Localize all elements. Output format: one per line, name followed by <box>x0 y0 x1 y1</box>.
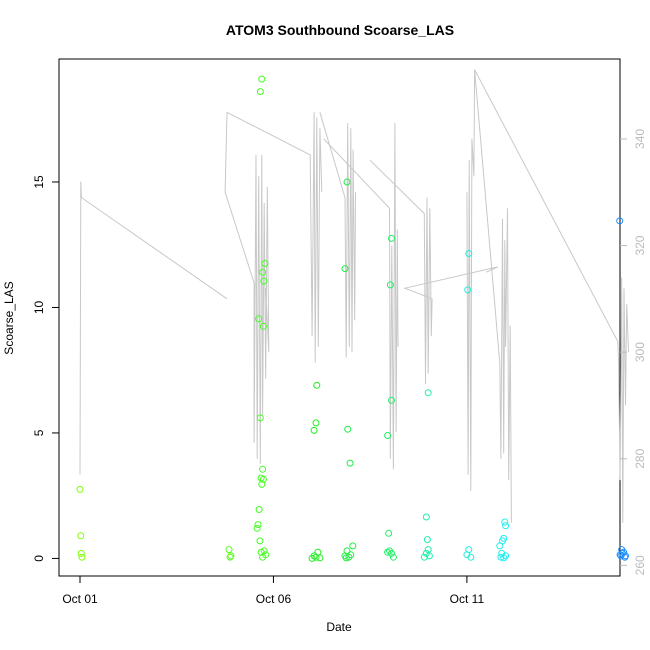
data-point-5-2 <box>386 281 394 289</box>
data-point-0-1 <box>77 532 85 540</box>
data-point-2-14 <box>258 480 266 488</box>
y2-tick-label-4: 340 <box>633 129 647 149</box>
line-segment-0-0 <box>79 181 228 475</box>
data-point-4-3 <box>346 459 354 467</box>
line-segment-0-6 <box>466 69 512 523</box>
data-point-0-2 <box>77 549 85 557</box>
data-point-6-5 <box>424 546 432 554</box>
data-point-6-2 <box>423 536 431 544</box>
data-point-2-16 <box>260 547 268 555</box>
data-point-4-5 <box>343 547 351 555</box>
data-point-2-5 <box>261 260 269 267</box>
line-segment-0-7 <box>474 69 630 523</box>
data-point-2-19 <box>262 551 270 559</box>
data-point-0-0 <box>76 485 84 493</box>
data-point-2-2 <box>258 75 266 83</box>
data-point-5-3 <box>388 234 395 242</box>
data-point-8-4 <box>501 518 509 526</box>
data-point-8-6 <box>497 553 505 561</box>
line-segment-0-3 <box>319 112 356 358</box>
data-point-5-5 <box>384 548 392 556</box>
line-series-group <box>79 69 630 523</box>
data-point-2-6 <box>259 322 267 330</box>
y2-axis: 260 280 300 320 340 <box>620 129 647 575</box>
x-axis-label: Date <box>326 620 352 634</box>
data-point-2-7 <box>256 414 264 422</box>
data-point-5-4 <box>385 529 393 537</box>
data-point-2-9 <box>254 521 262 529</box>
data-point-6-0 <box>422 513 430 521</box>
data-point-8-3 <box>502 522 510 530</box>
data-point-2-13 <box>259 465 267 473</box>
data-point-3-6 <box>316 554 324 562</box>
y-tick-label-0: 0 <box>32 555 46 562</box>
data-point-4-1 <box>343 178 351 186</box>
data-point-8-5 <box>499 537 506 545</box>
data-point-6-3 <box>420 553 428 561</box>
data-point-8-8 <box>500 554 508 562</box>
line-segment-0-4 <box>323 122 399 470</box>
plot-area <box>58 58 621 577</box>
data-point-2-11 <box>256 537 264 545</box>
data-point-5-1 <box>388 396 395 404</box>
x-tick-label-1: Oct 06 <box>256 592 292 606</box>
data-point-7-0 <box>465 250 473 257</box>
data-point-1-1 <box>226 553 234 561</box>
data-point-2-15 <box>259 475 267 483</box>
data-point-3-2 <box>313 381 321 389</box>
y-axis: 0 5 10 15 <box>32 175 59 562</box>
data-point-4-7 <box>347 551 355 559</box>
data-point-7-1 <box>464 286 472 294</box>
data-point-5-0 <box>384 432 392 439</box>
data-point-3-1 <box>312 419 320 427</box>
data-point-2-1 <box>256 88 264 96</box>
x-tick-label-2: Oct 11 <box>450 592 485 606</box>
line-segment-0-2 <box>226 111 323 363</box>
data-point-7-3 <box>465 546 473 554</box>
y2-tick-label-1: 280 <box>633 448 647 468</box>
data-point-6-6 <box>425 552 433 560</box>
y-tick-label-3: 15 <box>32 175 46 189</box>
data-point-9-7 <box>616 551 624 559</box>
data-point-1-0 <box>225 546 233 554</box>
data-point-7-4 <box>467 553 475 561</box>
data-point-4-8 <box>349 542 357 550</box>
data-point-4-9 <box>342 554 350 562</box>
y2-tick-label-0: 260 <box>633 555 647 575</box>
data-point-0-3 <box>78 553 86 561</box>
data-point-6-1 <box>424 389 432 397</box>
y-axis-label: Scoarse_LAS <box>2 281 16 354</box>
data-point-3-7 <box>308 554 316 562</box>
y2-tick-label-2: 300 <box>633 342 647 362</box>
line-segment-0-1 <box>224 112 270 465</box>
data-point-8-7 <box>502 552 510 560</box>
y-tick-label-2: 10 <box>32 300 46 314</box>
point-series-group <box>76 75 629 562</box>
data-point-3-0 <box>310 426 318 434</box>
y2-tick-label-3: 320 <box>633 235 647 255</box>
data-point-4-0 <box>341 265 349 273</box>
data-point-2-8 <box>255 506 263 513</box>
data-point-5-7 <box>388 549 395 557</box>
x-axis: Oct 01 Oct 06 Oct 11 <box>62 576 484 606</box>
data-point-5-8 <box>389 553 397 561</box>
data-point-2-0 <box>255 315 263 323</box>
line-segment-0-5 <box>369 159 499 385</box>
data-point-2-4 <box>260 277 268 285</box>
data-point-4-2 <box>344 425 352 433</box>
y-tick-label-1: 5 <box>32 429 46 436</box>
data-point-1-2 <box>227 552 235 560</box>
data-point-2-3 <box>259 268 267 276</box>
data-point-9-0 <box>616 217 624 225</box>
data-point-2-10 <box>253 524 261 532</box>
chart-title: ATOM3 Southbound Scoarse_LAS <box>226 22 454 38</box>
x-tick-label-0: Oct 01 <box>62 592 98 606</box>
